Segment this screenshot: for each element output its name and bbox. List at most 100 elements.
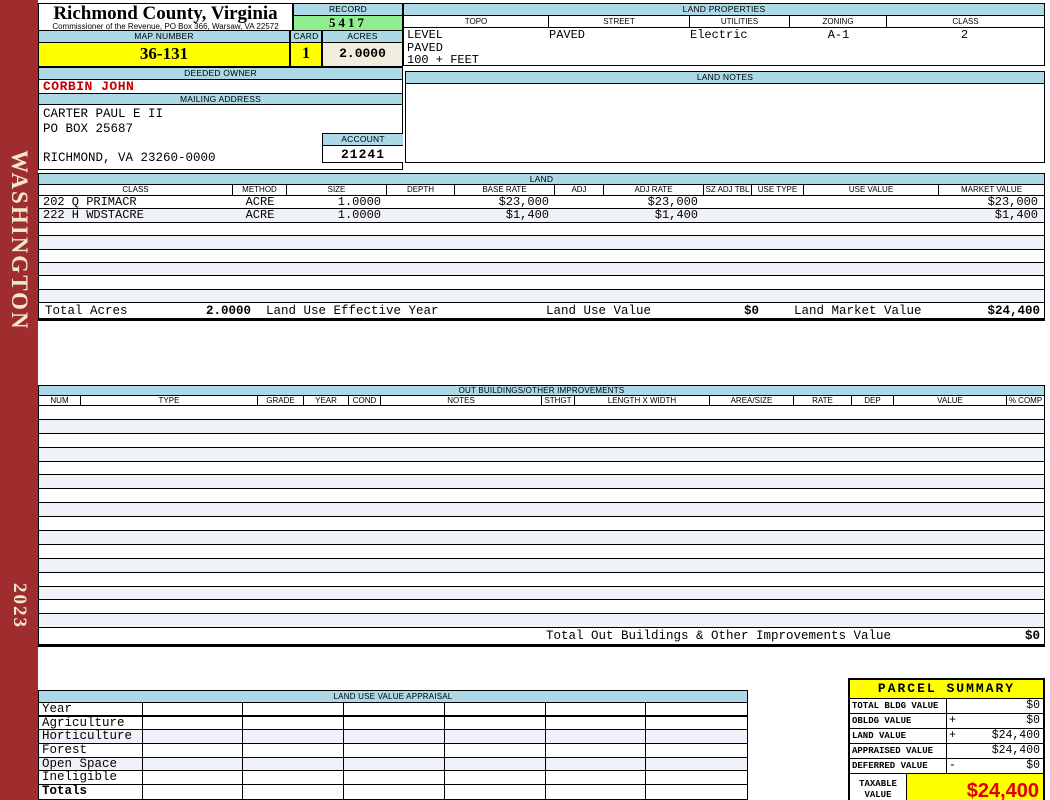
land-properties-column-header: CLASS [952, 17, 979, 26]
summary-amount: $0 [1026, 714, 1040, 727]
land-column-header: BASE RATE [455, 185, 555, 195]
land-empty-row [39, 289, 1044, 304]
out-buildings-column-header: NUM [39, 396, 81, 405]
appraisal-empty-cell [143, 771, 244, 785]
land-use-value-label: Land Use Value [546, 304, 652, 319]
out-buildings-empty-row [39, 573, 1044, 587]
appraisal-empty-cell [243, 703, 345, 715]
street-value: PAVED [549, 28, 586, 42]
office-address: Commissioner of the Revenue, PO Box 366,… [52, 22, 279, 31]
appraisal-empty-cell [546, 730, 647, 744]
appraisal-empty-cell [243, 785, 345, 799]
land-column-header: DEPTH [387, 185, 455, 195]
appraisal-empty-cell [546, 785, 647, 799]
parcel-summary-row-value: - $0 [947, 759, 1043, 773]
land-cell [804, 209, 939, 221]
appraisal-empty-cell [344, 730, 445, 744]
out-buildings-column-header: TYPE [81, 396, 258, 405]
out-buildings-column-header: % COMP [1008, 396, 1043, 405]
out-buildings-empty-row [39, 462, 1044, 476]
account-box: ACCOUNT 21241 [322, 133, 403, 163]
out-buildings-empty-row [39, 558, 1044, 573]
appraisal-row-label: Forest [39, 744, 143, 757]
appraisal-empty-cell [445, 716, 546, 730]
appraisal-empty-cell [445, 785, 546, 799]
deeded-owner-name: CORBIN JOHN [39, 80, 402, 94]
county-title: Richmond County, Virginia [53, 3, 278, 24]
zoning-value: A-1 [827, 28, 850, 42]
appraisal-empty-cell [143, 744, 244, 757]
out-buildings-column-header: GRADE [258, 396, 304, 405]
land-cell [387, 196, 455, 208]
parcel-summary-row-label: DEFERRED VALUE [850, 759, 947, 773]
land-empty-row [39, 276, 1044, 290]
land-cell: $23,000 [498, 196, 549, 209]
appraisal-row-label: Ineligible [39, 771, 143, 785]
effective-year-label: Land Use Effective Year [266, 304, 439, 319]
appraisal-empty-cell [445, 744, 546, 757]
out-buildings-empty-row [39, 475, 1044, 490]
land-cell: 222 H WDSTACRE [43, 209, 144, 222]
out-buildings-total-label: Total Out Buildings & Other Improvements… [546, 629, 892, 644]
map-number: 36-131 [38, 43, 290, 67]
summary-amount: $0 [1026, 759, 1040, 772]
summary-amount: $0 [1026, 699, 1040, 712]
land-cell: 202 Q PRIMACR [43, 196, 137, 209]
appraisal-empty-cell [243, 730, 345, 744]
appraisal-row-label: Totals [39, 785, 143, 799]
land-market-value-label: Land Market Value [794, 304, 922, 319]
district-spine: WASHINGTON 2023 [0, 0, 38, 800]
out-buildings-column-header: COND [349, 396, 381, 405]
parcel-summary-row: LAND VALUE + $24,400 [850, 729, 1043, 744]
land-table: LAND CLASS METHOD SIZE DEPTH BASE RATE ADJ ADJ… [38, 173, 1045, 322]
land-column-header: METHOD [233, 185, 287, 195]
out-buildings-title: OUT BUILDINGS/OTHER IMPROVEMENTS [39, 386, 1044, 396]
taxable-value-row: TAXABLE VALUE $24,400 [850, 774, 1043, 800]
appraisal-empty-cell [143, 703, 244, 715]
out-buildings-column-header: STHGT [542, 396, 575, 405]
utilities-value: Electric [690, 28, 748, 42]
appraisal-empty-cell [546, 744, 647, 757]
out-buildings-empty-row [39, 406, 1044, 420]
land-notes-section: LAND NOTES [405, 71, 1045, 163]
appraisal-empty-cell [344, 757, 445, 771]
out-buildings-empty-row [39, 503, 1044, 518]
record-number: 5417 [293, 16, 403, 31]
appraisal-empty-cell [445, 730, 546, 744]
out-buildings-empty-row [39, 447, 1044, 462]
parcel-summary-title: PARCEL SUMMARY [850, 680, 1043, 699]
land-empty-row [39, 262, 1044, 277]
tax-year: 2023 [9, 583, 30, 629]
out-buildings-column-header: YEAR [304, 396, 349, 405]
acres-value: 2.0000 [322, 43, 403, 67]
parcel-summary-row: APPRAISED VALUE $24,400 [850, 744, 1043, 759]
card-number: 1 [290, 43, 322, 67]
appraisal-row-label: Horticulture [39, 730, 143, 744]
land-row: 202 Q PRIMACR ACRE 1.0000 $23,000 $23,000 $23… [39, 196, 1044, 210]
out-buildings-column-header: RATE [794, 396, 852, 405]
land-row: 222 H WDSTACRE ACRE 1.0000 $1,400 $1,400 $1,4… [39, 209, 1044, 223]
land-market-value: $24,400 [987, 304, 1040, 319]
out-buildings-empty-row [39, 517, 1044, 532]
land-cell: 1.0000 [337, 196, 381, 209]
appraisal-row: Agriculture [39, 716, 747, 731]
land-cell [387, 209, 455, 221]
land-column-header: ADJ [555, 185, 604, 195]
summary-operator: - [949, 759, 956, 772]
appraisal-empty-cell [646, 717, 747, 730]
appraisal-row-label: Year [39, 703, 143, 715]
county-title-block: Richmond County, Virginia Commissioner o… [38, 3, 293, 31]
land-properties-column-header: STREET [549, 16, 690, 27]
land-column-header: USE TYPE [752, 185, 804, 195]
appraisal-row: Totals [39, 785, 747, 799]
out-buildings-total-row: Total Out Buildings & Other Improvements… [39, 628, 1044, 647]
summary-amount: $24,400 [991, 744, 1040, 757]
land-cell [555, 209, 604, 221]
land-empty-row [39, 223, 1044, 237]
appraisal-empty-cell [546, 716, 647, 730]
out-buildings-empty-row [39, 586, 1044, 601]
land-use-appraisal-body: Year Agriculture Horticulture Forest Open Sp… [39, 703, 747, 799]
owner-section: DEEDED OWNER CORBIN JOHN MAILING ADDRESS… [38, 67, 403, 170]
parcel-summary-row: OBLDG VALUE + $0 [850, 714, 1043, 729]
